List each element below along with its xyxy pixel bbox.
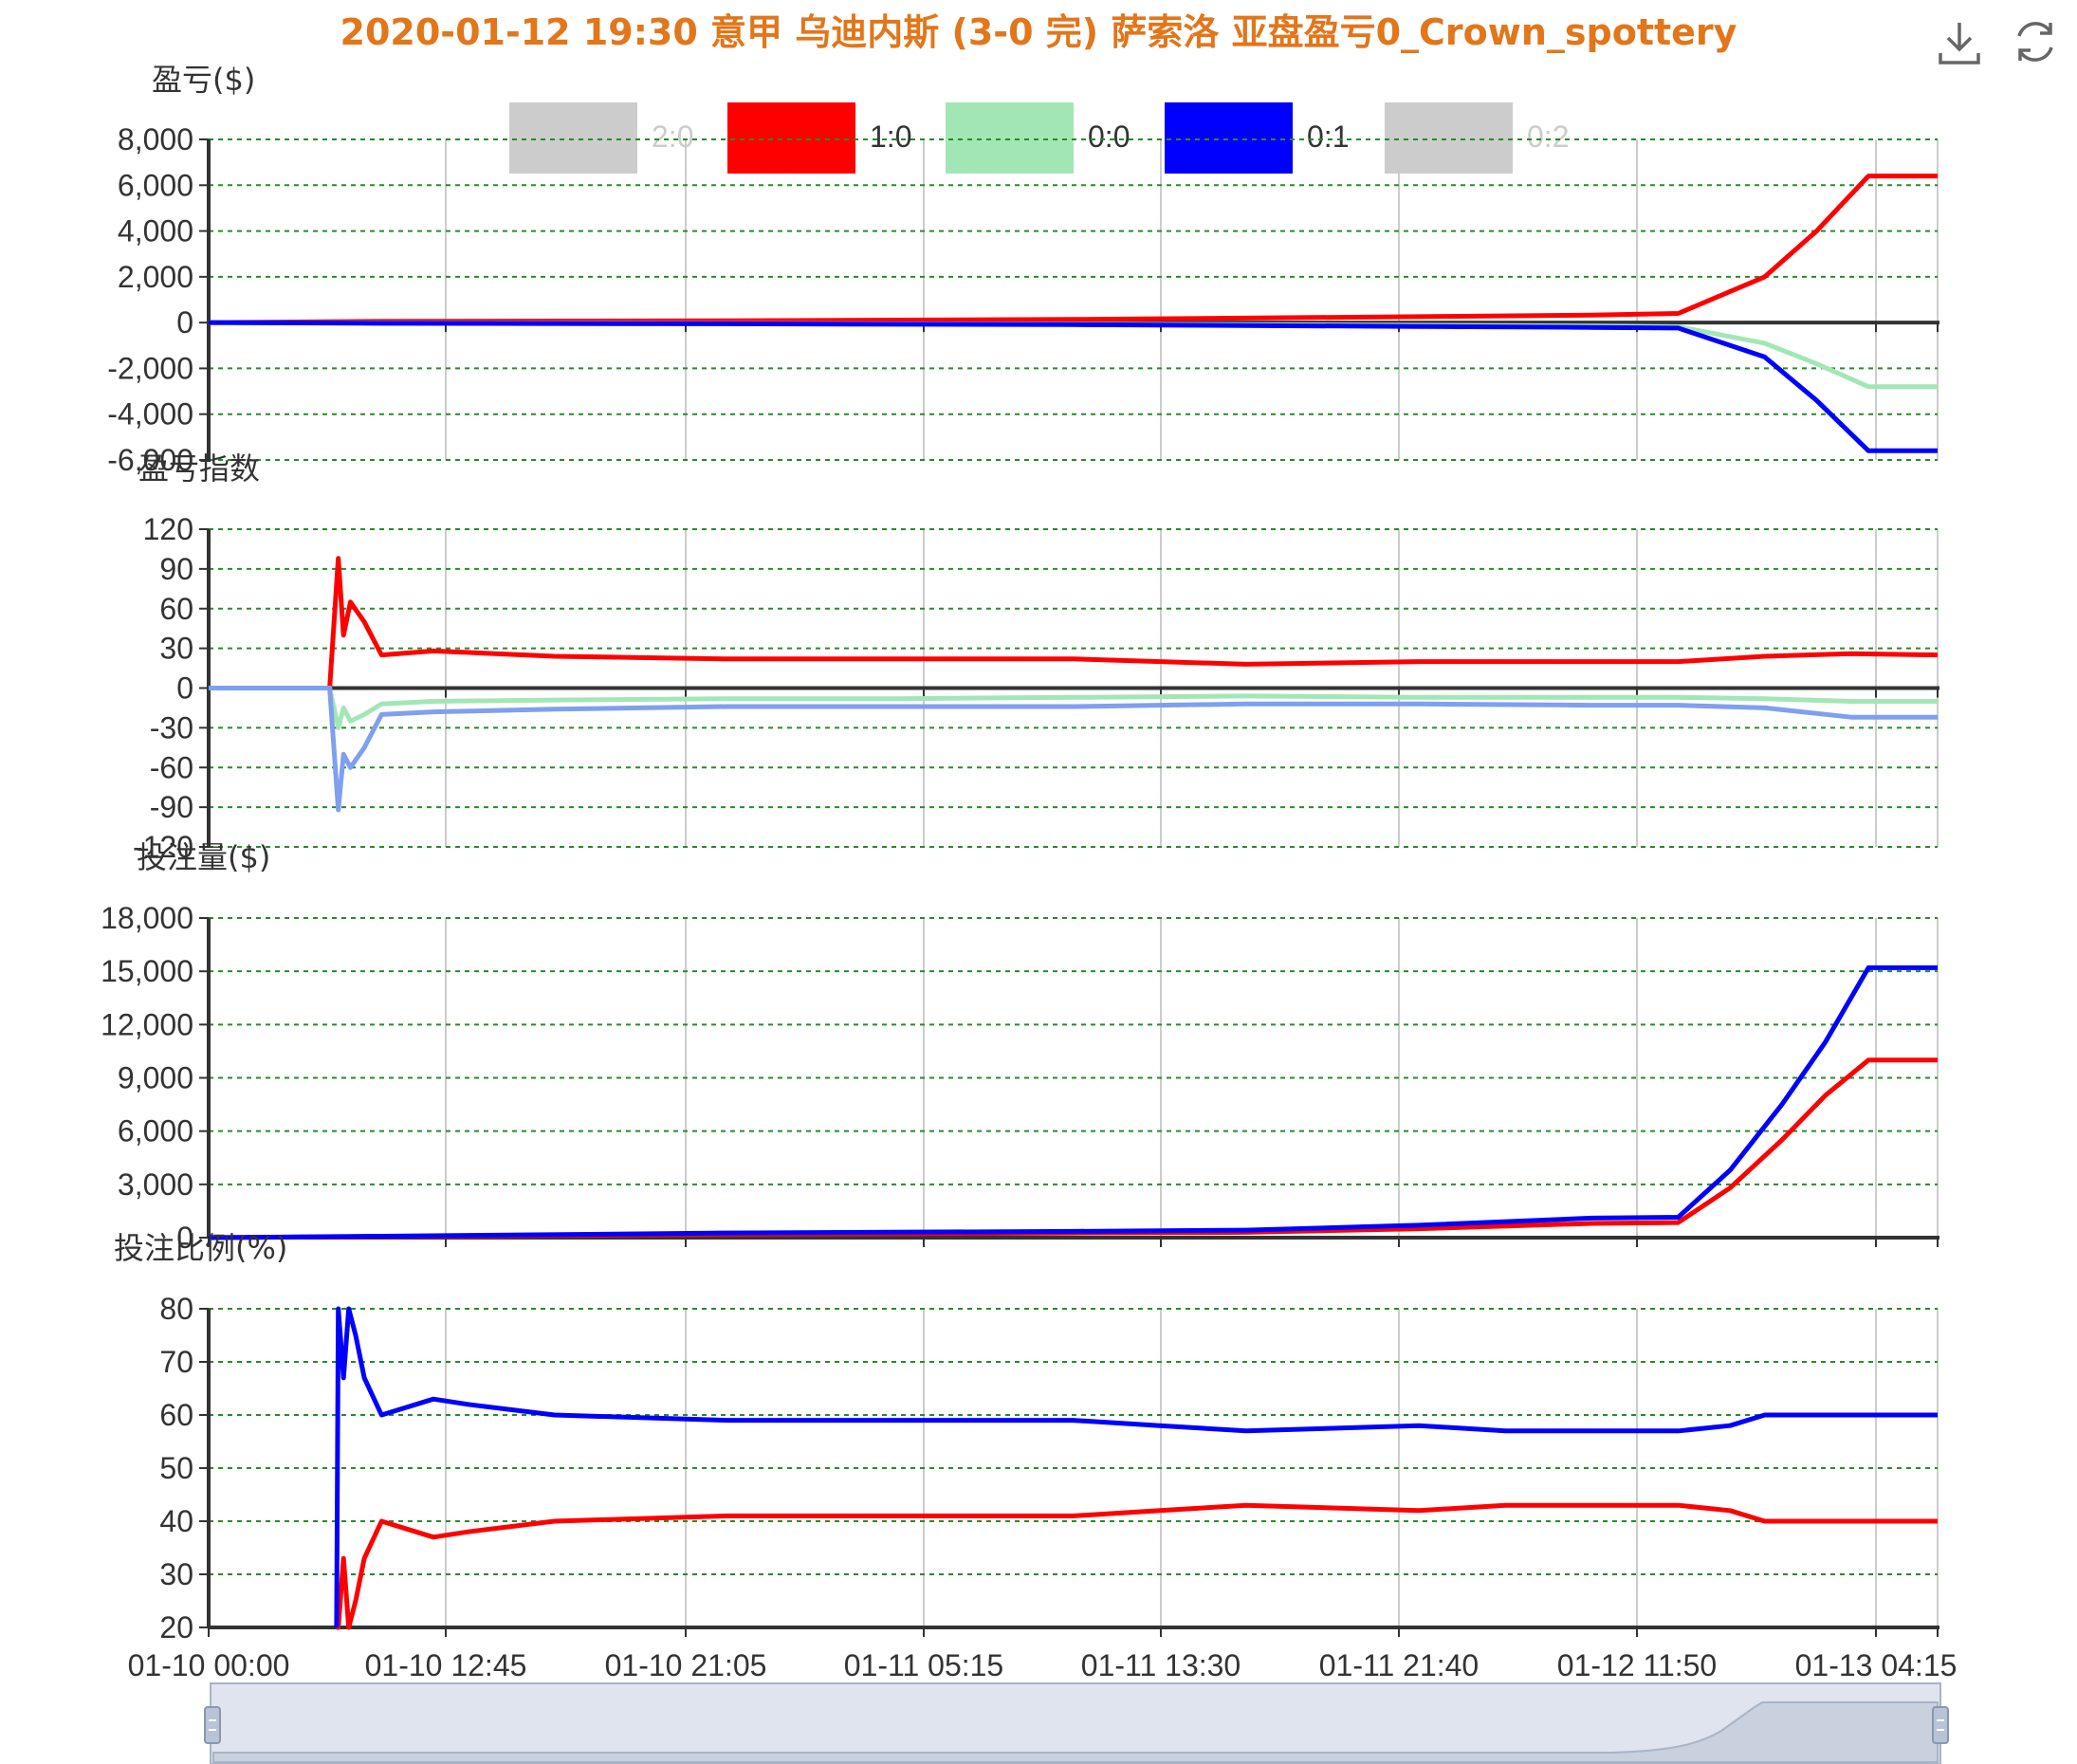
panel-3: 18,000 15,000 12,000 9,000 6,000 3,000 0 投注量($) bbox=[101, 839, 1939, 1255]
x-tick-label: 01-11 21:40 bbox=[1319, 1648, 1479, 1682]
zoom-handle-left[interactable] bbox=[204, 1706, 221, 1744]
y-tick-label: 120 bbox=[143, 512, 193, 546]
y-tick-label: 40 bbox=[159, 1504, 193, 1538]
y-tick-label: 6,000 bbox=[118, 168, 193, 202]
panel-1: 8,000 6,000 4,000 2,000 0 -2,000 -4,000 -6,000 盈… bbox=[107, 62, 1939, 477]
y-tick-label: -30 bbox=[150, 710, 193, 744]
legend-label: 0:0 bbox=[1088, 119, 1130, 154]
series-line-0-1 bbox=[208, 320, 1938, 453]
y-tick-label: 60 bbox=[159, 1398, 193, 1432]
legend-item-2-0[interactable]: 2:0 bbox=[509, 102, 693, 174]
y-tick-label: -4,000 bbox=[107, 397, 193, 432]
y-tick-label: 90 bbox=[159, 552, 193, 586]
legend-swatch bbox=[1385, 102, 1513, 174]
series-line-1-0 bbox=[208, 174, 1938, 325]
series-line-1-0 bbox=[209, 556, 1939, 690]
zoom-preview-area bbox=[212, 1701, 1939, 1763]
toolbox bbox=[1937, 19, 2058, 64]
panel-title: 投注量($) bbox=[137, 839, 270, 875]
y-tick-label: 3,000 bbox=[118, 1167, 193, 1202]
legend-label: 0:2 bbox=[1527, 119, 1569, 154]
series-line-0-1 bbox=[334, 1306, 1938, 1628]
panel-title: 投注比例(%) bbox=[114, 1230, 287, 1266]
y-tick-label: 0 bbox=[176, 1221, 193, 1255]
y-tick-label: 4,000 bbox=[118, 214, 193, 248]
panel-title: 盈亏($) bbox=[152, 62, 255, 98]
x-axis: 01-10 00:00 01-10 12:45 01-10 21:05 01-11 0… bbox=[128, 1648, 1958, 1682]
y-tick-label: 0 bbox=[176, 671, 193, 706]
y-tick-label: 30 bbox=[159, 1557, 193, 1591]
legend-swatch bbox=[509, 102, 637, 174]
data-zoom-slider[interactable] bbox=[204, 1682, 1949, 1764]
y-tick-label: 30 bbox=[159, 632, 193, 666]
series-line-0-0 bbox=[209, 686, 1938, 730]
y-tick-label: 6,000 bbox=[118, 1114, 193, 1148]
x-tick-label: 01-10 21:05 bbox=[605, 1648, 767, 1682]
y-tick-label: -6,000 bbox=[107, 443, 193, 477]
y-tick-label: 15,000 bbox=[101, 954, 193, 988]
panel-4: 80 70 60 50 40 30 20 投注比例(%) bbox=[114, 1230, 1939, 1645]
y-tick-label: 80 bbox=[159, 1292, 193, 1326]
legend-swatch bbox=[1165, 102, 1293, 174]
y-tick-label: -90 bbox=[150, 790, 193, 824]
legend: 2:0 1:0 0:0 0:1 0:2 bbox=[509, 102, 1569, 174]
legend-item-0-2[interactable]: 0:2 bbox=[1385, 102, 1569, 174]
refresh-icon[interactable] bbox=[2013, 19, 2058, 64]
chart-title: 2020-01-12 19:30 意甲 乌迪内斯 (3-0 完) 萨索洛 亚盘盈… bbox=[340, 11, 1737, 53]
y-tick-label: 70 bbox=[159, 1345, 193, 1379]
x-tick-label: 01-12 11:50 bbox=[1557, 1648, 1717, 1682]
legend-item-1-0[interactable]: 1:0 bbox=[727, 102, 911, 174]
y-tick-label: -2,000 bbox=[107, 351, 193, 385]
y-tick-label: 18,000 bbox=[101, 901, 193, 935]
y-tick-label: 9,000 bbox=[118, 1061, 193, 1095]
y-tick-label: 2,000 bbox=[118, 260, 193, 294]
y-tick-label: 60 bbox=[159, 592, 193, 626]
y-tick-label: 50 bbox=[159, 1451, 193, 1485]
legend-swatch bbox=[727, 102, 855, 174]
series-line-0-1 bbox=[209, 686, 1938, 813]
x-tick-label: 01-13 04:15 bbox=[1795, 1648, 1958, 1682]
y-tick-label: -120 bbox=[133, 830, 193, 864]
y-tick-label: 8,000 bbox=[118, 122, 193, 156]
x-tick-label: 01-11 05:15 bbox=[844, 1648, 1003, 1682]
legend-swatch bbox=[946, 102, 1074, 174]
zoom-handle-right[interactable] bbox=[1932, 1706, 1949, 1744]
y-tick-label: 0 bbox=[176, 305, 193, 340]
panel-2: 120 90 60 30 0 -30 -60 -90 -120 盈亏指数 bbox=[133, 450, 1939, 864]
y-tick-label: 12,000 bbox=[101, 1007, 193, 1041]
panel-title: 盈亏指数 bbox=[138, 450, 260, 487]
x-tick-label: 01-10 12:45 bbox=[365, 1648, 527, 1682]
legend-label: 1:0 bbox=[870, 119, 911, 154]
x-tick-label: 01-11 13:30 bbox=[1081, 1648, 1241, 1682]
series-line-1-0 bbox=[336, 1502, 1938, 1630]
legend-label: 2:0 bbox=[652, 119, 693, 154]
series-line-0-0 bbox=[208, 320, 1938, 390]
x-tick-label: 01-10 00:00 bbox=[128, 1648, 290, 1682]
legend-label: 0:1 bbox=[1307, 119, 1349, 154]
download-icon[interactable] bbox=[1937, 19, 1982, 64]
legend-item-0-0[interactable]: 0:0 bbox=[946, 102, 1130, 174]
legend-item-0-1[interactable]: 0:1 bbox=[1165, 102, 1349, 174]
chart-panels: 8,0006,0004,0002,0000-2,000-4,000-6,000盈… bbox=[101, 62, 1939, 1645]
y-tick-label: 20 bbox=[159, 1610, 193, 1645]
series-line-0-1 bbox=[208, 965, 1938, 1240]
y-tick-label: -60 bbox=[150, 750, 193, 784]
series-line-1-0 bbox=[208, 1057, 1938, 1240]
